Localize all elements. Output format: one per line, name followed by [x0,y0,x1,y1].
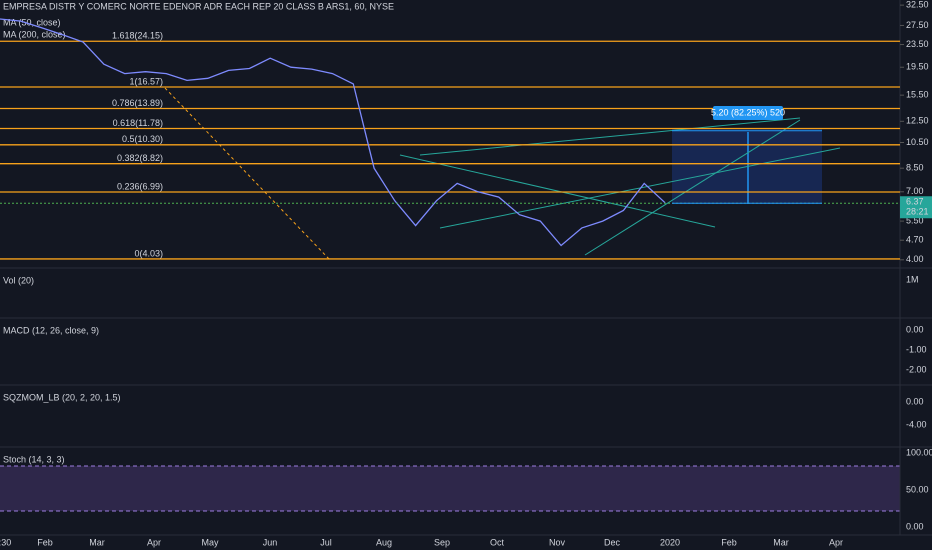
ma50-label: MA (50, close) [3,17,61,27]
time-label: Oct [490,537,505,547]
trend-line [399,154,716,228]
panel-title: Vol (20) [3,275,34,285]
time-label: Jun [263,537,278,547]
ma200-label: MA (200, close) [3,29,66,39]
price-tick-label: 27.50 [906,20,929,30]
time-label: Feb [37,537,53,547]
fib-label: 0.382(8.82) [117,153,163,163]
panel-tick-label: 50.00 [906,484,929,494]
symbol-title: EMPRESA DISTR Y COMERC NORTE EDENOR ADR … [3,1,394,11]
price-tick-label: 7.00 [906,186,924,196]
stoch-band [0,466,900,511]
price-tick-label: 23.50 [906,39,929,49]
price-tick-label: 19.50 [906,62,929,72]
current-price-box [900,196,932,219]
price-line [0,18,666,247]
panel-tick-label: 0.00 [906,521,924,531]
measure-label-box [713,106,783,120]
trend-line [419,117,801,156]
time-label: Mar [773,537,789,547]
panel-tick-label: -4.00 [906,419,927,429]
panel-title: SQZMOM_LB (20, 2, 20, 1.5) [3,392,121,402]
time-label: Apr [829,537,843,547]
panel-tick-label: 1M [906,274,919,284]
panel-tick-label: 100.00 [906,447,932,457]
time-label: :30 [0,537,11,547]
price-tick-label: 10.50 [906,137,929,147]
fib-label: 0.5(10.30) [122,134,163,144]
price-tick-label: 15.50 [906,90,929,100]
time-label: Aug [376,537,392,547]
time-label: Sep [434,537,450,547]
trend-line [584,119,801,256]
price-tick-label: 5.50 [906,215,924,225]
time-label: Nov [549,537,566,547]
panel-tick-label: -1.00 [906,344,927,354]
panel-title: MACD (12, 26, close, 9) [3,325,99,335]
price-tick-label: 8.50 [906,163,924,173]
panel-tick-label: 0.00 [906,324,924,334]
fib-diagonal [164,87,331,261]
time-label: 2020 [660,537,680,547]
fib-label: 1.618(24.15) [112,31,163,41]
time-label: Dec [604,537,621,547]
fib-label: 0.236(6.99) [117,181,163,191]
panel-title: Stoch (14, 3, 3) [3,454,65,464]
current-price-label: 6.37 [906,197,924,207]
panel-tick-label: -2.00 [906,364,927,374]
fib-label: 0(4.03) [134,248,163,258]
price-tick-label: 12.50 [906,116,929,126]
price-tick-label: 4.70 [906,235,924,245]
time-label: Apr [147,537,161,547]
fib-label: 1(16.57) [129,76,163,86]
time-label: May [201,537,219,547]
measure-label: 5.20 (82.25%) 520 [711,107,785,117]
fib-label: 0.786(13.89) [112,98,163,108]
fib-label: 0.618(11.78) [113,118,163,128]
price-tick-label: 32.50 [906,0,929,10]
panel-tick-label: 0.00 [906,396,924,406]
time-label: Feb [721,537,737,547]
time-label: Mar [89,537,105,547]
time-label: Jul [320,537,332,547]
countdown-label: 28:21 [906,207,929,217]
price-tick-label: 4.00 [906,254,924,264]
